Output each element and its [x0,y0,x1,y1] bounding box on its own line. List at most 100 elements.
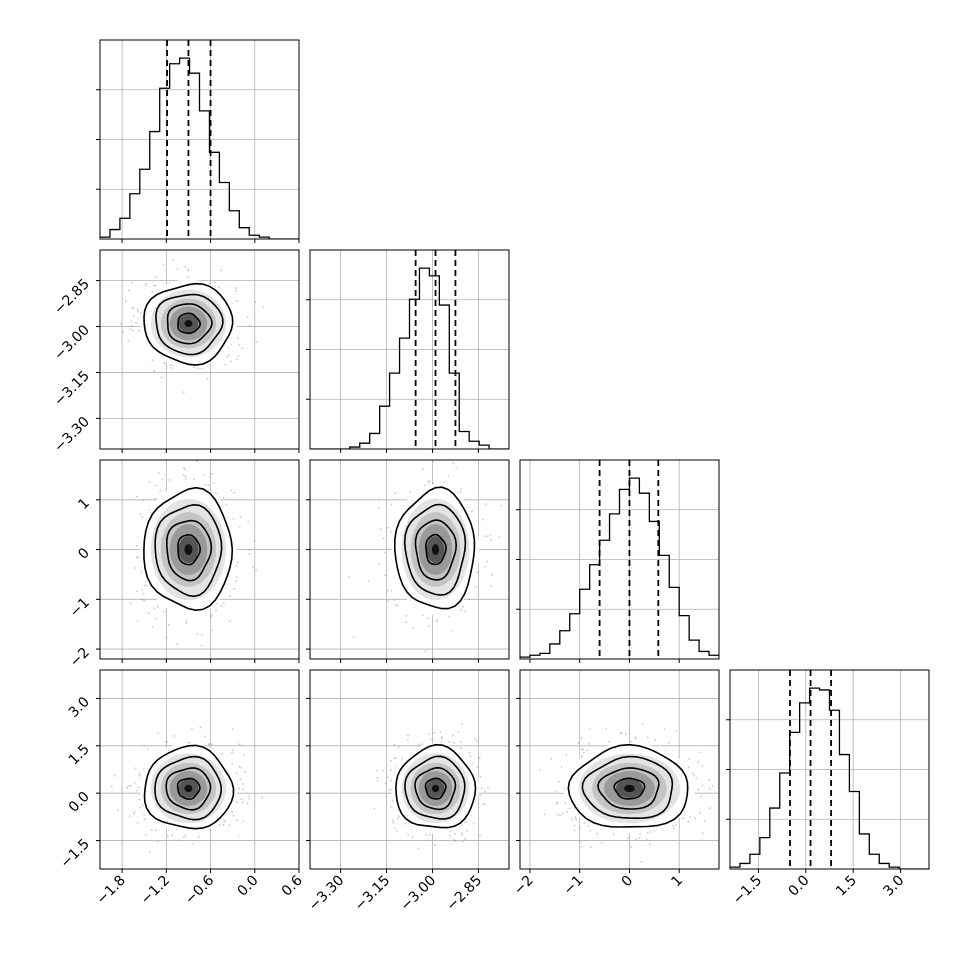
panel-frame [99,39,300,240]
sample-point [573,829,576,832]
sample-point [166,741,168,744]
sample-point [608,740,610,743]
y-tick-label: 1 [75,495,93,513]
sample-point [407,833,409,836]
sample-point [483,566,486,568]
sample-point [481,803,484,806]
sample-point [234,287,237,290]
sample-point [148,850,151,853]
sample-point [428,733,430,736]
sample-point [185,622,188,625]
density-panel-p1-p2 [306,459,510,663]
contour-level-2 [404,755,466,820]
sample-point [384,782,387,785]
sample-point [498,536,501,539]
sample-point [231,810,234,813]
histogram-p2 [520,477,719,658]
sample-point [674,823,677,826]
sample-point [161,478,164,481]
sample-point [144,285,147,287]
sample-point [697,760,700,763]
density-layer [348,461,503,653]
sample-point [427,480,429,483]
sample-point [242,801,244,803]
sample-point [191,842,194,845]
sample-point [478,757,481,759]
sample-point [378,562,381,565]
x-tick-label: 1.5 [833,873,860,900]
density-panel-p1-p3: −3.30 −3.15 −3.00 −2.85 [306,669,510,915]
contour-level-0 [424,777,447,800]
sample-point [160,376,163,379]
x-tick-label: −1.8 [94,873,129,908]
sample-point [147,612,150,615]
sample-point [417,744,420,746]
sample-point [464,838,466,840]
sample-point [227,354,230,357]
y-tick-label: −1 [67,595,93,621]
sample-point [461,722,463,725]
sample-point [138,329,140,332]
sample-point [248,797,251,800]
histogram-panel-p2 [516,459,720,663]
sample-point [490,574,493,576]
sample-point [210,614,213,617]
sample-point [260,796,263,799]
sample-point [127,289,130,292]
sample-point [168,478,171,481]
sample-point [407,734,409,737]
sample-point [694,817,697,820]
sample-point [235,358,238,361]
sample-point [143,813,145,816]
histogram-panel-p3: −1.5 0.0 1.5 3.0 [726,669,930,908]
sample-point [113,774,116,777]
sample-point [420,743,423,746]
sample-point [425,833,427,836]
sample-point [243,771,246,773]
sample-point [708,779,711,782]
sample-point [427,617,430,620]
sample-point [390,503,393,506]
sample-point [489,534,492,537]
x-tick-label: −2.85 [444,873,486,915]
sample-point [162,263,165,266]
sample-point [133,812,135,815]
sample-point [203,474,206,477]
contour-level-3 [394,486,476,610]
sample-point [625,733,627,735]
sample-point [136,495,138,498]
sample-point [177,839,180,842]
sample-point [389,759,392,762]
sample-point [231,749,234,751]
sample-point [675,730,678,732]
sample-point [238,525,241,528]
sample-point [187,276,190,279]
sample-point [440,735,443,738]
sample-point [221,753,224,755]
sample-point [462,605,465,608]
sample-point [156,840,159,843]
sample-point [398,815,400,818]
sample-point [673,827,675,830]
sample-point [589,830,592,832]
sample-point [128,815,131,817]
sample-point [376,779,379,782]
sample-point [133,810,136,813]
sample-point [135,544,138,547]
sample-point [219,269,222,272]
sample-point [482,518,485,521]
sample-point [130,602,132,604]
sample-point [672,824,674,827]
sample-point [565,753,568,756]
sample-point [558,780,560,783]
sample-point [225,503,228,506]
sample-point [687,820,690,823]
sample-point [136,308,139,311]
sample-point [687,766,690,769]
sample-point [235,801,238,803]
sample-point [483,803,486,805]
sample-point [367,579,370,582]
sample-point [580,737,583,740]
sample-point [143,745,145,747]
sample-point [630,846,633,848]
